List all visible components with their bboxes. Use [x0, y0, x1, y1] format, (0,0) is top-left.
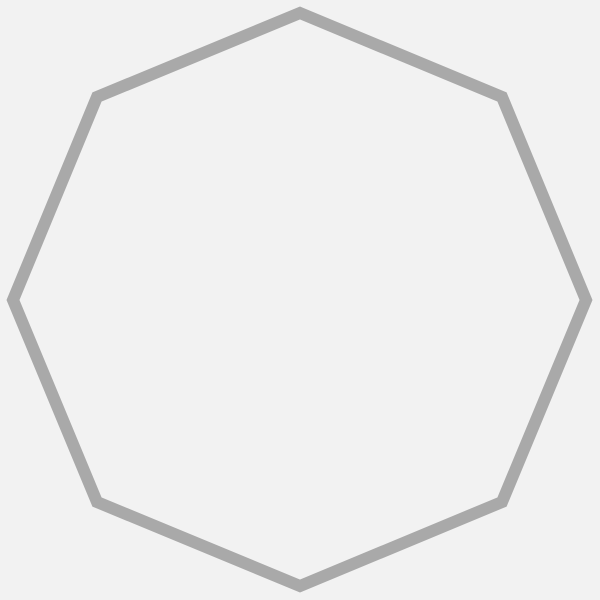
octagon-outline: [6, 6, 593, 593]
